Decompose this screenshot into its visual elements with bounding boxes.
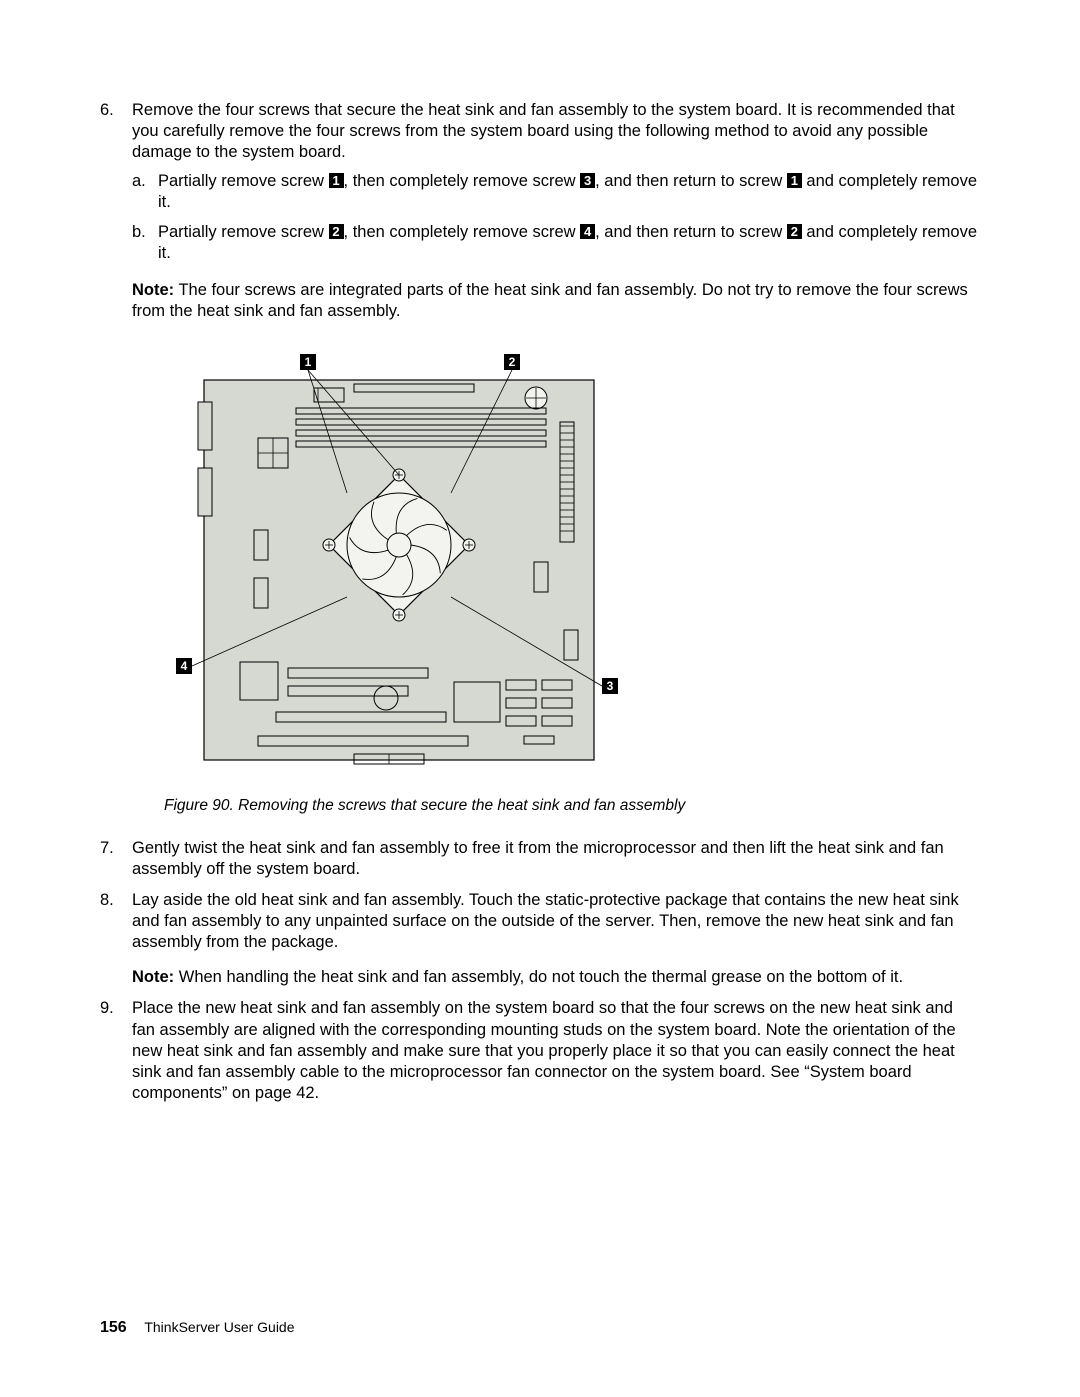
figure-90-caption: Figure 90. Removing the screws that secu… — [164, 796, 980, 816]
step-6a-t2: , then completely remove screw — [344, 172, 581, 190]
step-8: 8. Lay aside the old heat sink and fan a… — [100, 890, 980, 988]
step-6: 6. Remove the four screws that secure th… — [100, 100, 980, 816]
step-6b-t2: , then completely remove screw — [344, 223, 581, 241]
callout-2-icon: 2 — [329, 224, 344, 239]
step-6b-lett: b. — [132, 222, 146, 243]
callout-4-icon: 4 — [580, 224, 595, 239]
step-6-note-label: Note: — [132, 281, 174, 299]
step-6-note-text: The four screws are integrated parts of … — [132, 281, 968, 320]
page-footer: 156 ThinkServer User Guide — [100, 1319, 295, 1337]
step-8-note-label: Note: — [132, 968, 174, 986]
step-6b-t1: Partially remove screw — [158, 223, 329, 241]
step-9: 9. Place the new heat sink and fan assem… — [100, 998, 980, 1104]
step-7: 7. Gently twist the heat sink and fan as… — [100, 838, 980, 880]
step-7-num: 7. — [100, 838, 114, 859]
footer-title: ThinkServer User Guide — [144, 1319, 294, 1335]
step-9-num: 9. — [100, 998, 114, 1019]
callout-3-icon: 3 — [580, 173, 595, 188]
svg-text:4: 4 — [181, 659, 188, 673]
step-6a-lett: a. — [132, 171, 146, 192]
system-board-diagram: 1 2 3 4 — [164, 350, 634, 780]
callout-1-icon: 1 — [329, 173, 344, 188]
page-number: 156 — [100, 1319, 127, 1336]
step-6-num: 6. — [100, 100, 114, 121]
step-8-text: Lay aside the old heat sink and fan asse… — [132, 891, 959, 951]
callout-1b-icon: 1 — [787, 173, 802, 188]
step-6a-t3: , and then return to screw — [595, 172, 787, 190]
step-7-text: Gently twist the heat sink and fan assem… — [132, 839, 944, 878]
figure-90: 1 2 3 4 Figure 90. Removing the screws that… — [164, 350, 980, 816]
callout-2b-icon: 2 — [787, 224, 802, 239]
step-6a-t1: Partially remove screw — [158, 172, 329, 190]
svg-text:1: 1 — [305, 355, 312, 369]
step-6a: a. Partially remove screw 1, then comple… — [132, 171, 980, 213]
step-8-num: 8. — [100, 890, 114, 911]
step-6b: b. Partially remove screw 2, then comple… — [132, 222, 980, 264]
step-9-text: Place the new heat sink and fan assembly… — [132, 999, 956, 1101]
svg-text:2: 2 — [509, 355, 516, 369]
svg-text:3: 3 — [607, 679, 614, 693]
step-6b-t3: , and then return to screw — [595, 223, 787, 241]
step-8-note-text: When handling the heat sink and fan asse… — [174, 968, 903, 986]
step-6-text: Remove the four screws that secure the h… — [132, 101, 955, 161]
